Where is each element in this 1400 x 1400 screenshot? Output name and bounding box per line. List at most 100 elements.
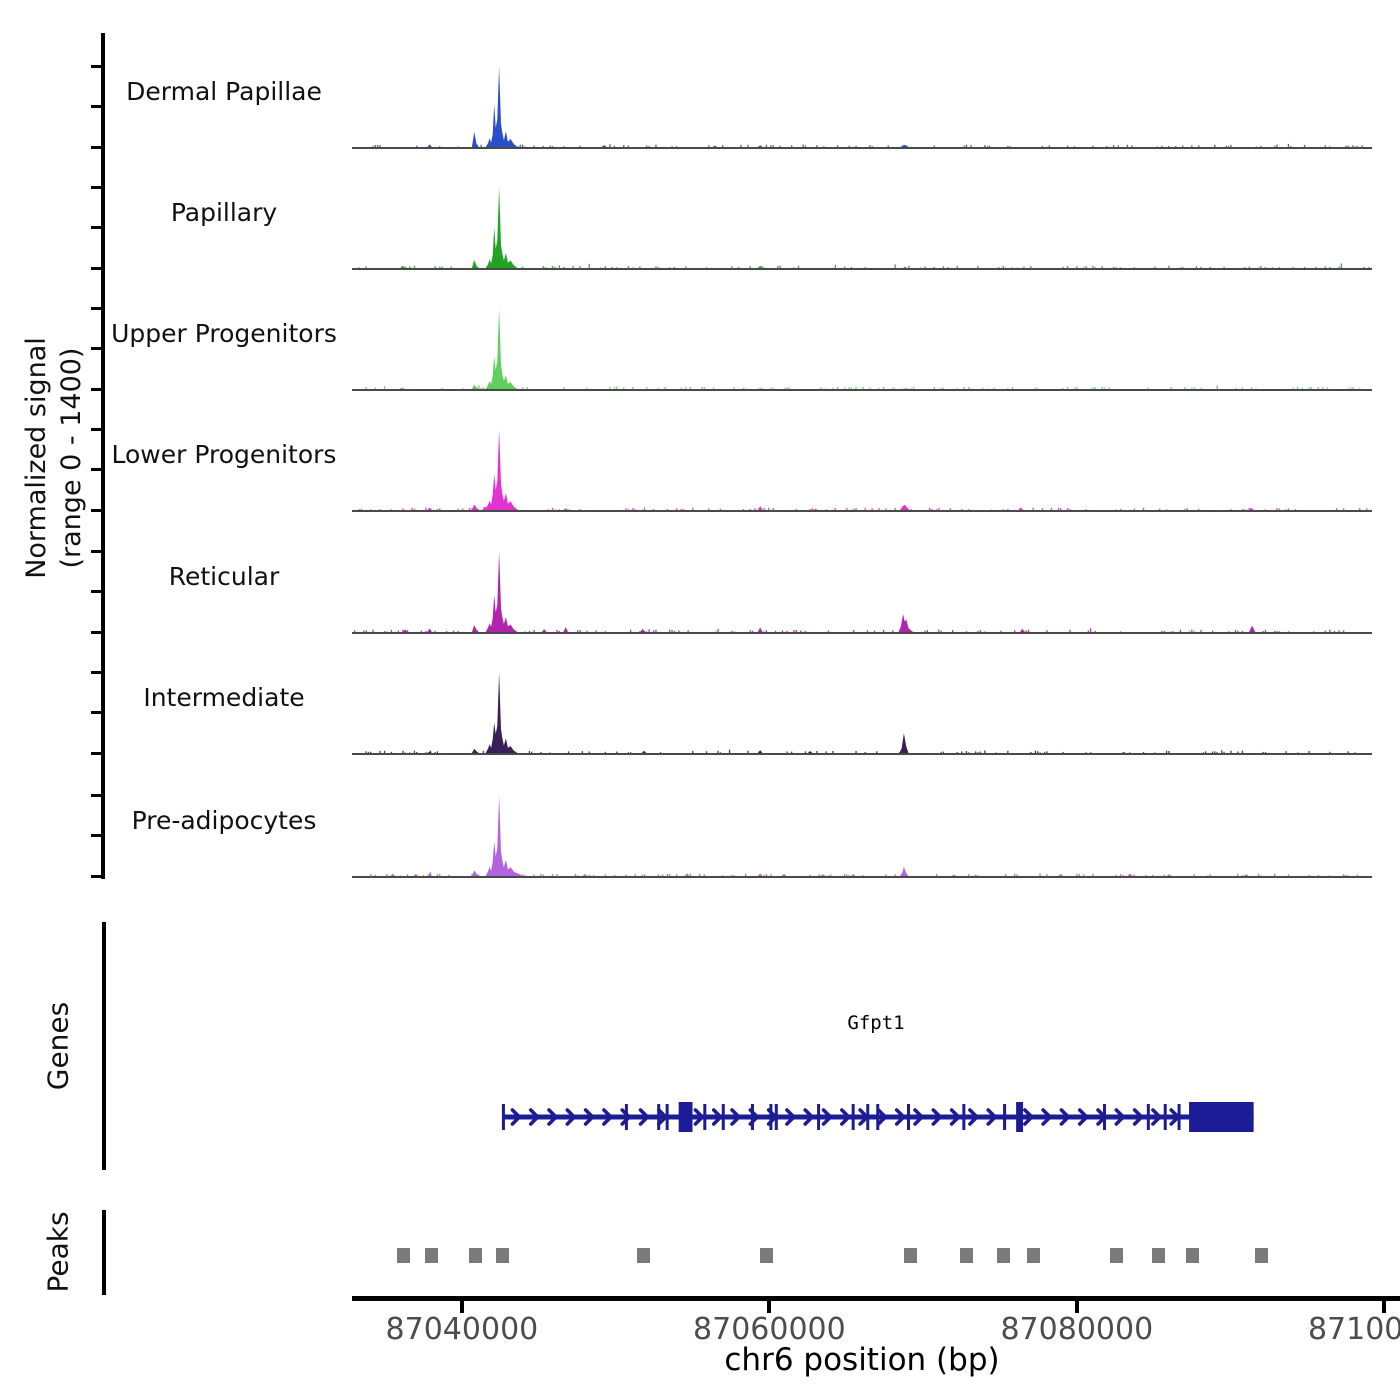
y-axis-tick [91, 306, 103, 310]
signal-path [402, 551, 1256, 632]
signal-noise [906, 387, 908, 389]
signal-noise [485, 508, 487, 510]
signal-noise [963, 387, 965, 389]
signal-noise [862, 875, 864, 876]
signal-noise [1287, 874, 1290, 876]
gene-exon-box [678, 1102, 693, 1132]
signal-noise [1131, 875, 1133, 876]
signal-noise [653, 508, 655, 510]
signal-noise [613, 874, 616, 876]
signal-noise [1345, 874, 1347, 876]
track-baseline [352, 753, 1372, 755]
signal-noise [1292, 387, 1294, 389]
signal-noise [772, 145, 774, 147]
signal-track-dermal-papillae [352, 65, 1372, 147]
signal-noise [1352, 387, 1354, 389]
signal-noise [1025, 630, 1027, 632]
signal-noise [717, 628, 719, 632]
signal-noise [802, 144, 804, 147]
signal-noise [995, 752, 997, 753]
signal-noise [1338, 266, 1340, 268]
signal-noise [641, 874, 643, 876]
signal-noise [781, 630, 784, 632]
track-baseline [352, 268, 1372, 270]
signal-noise [1163, 630, 1165, 632]
signal-noise [979, 629, 981, 632]
signal-noise [556, 874, 558, 876]
signal-noise [510, 386, 512, 389]
signal-noise [765, 874, 767, 876]
signal-noise [1228, 631, 1230, 632]
signal-noise [832, 387, 834, 389]
signal-noise [717, 750, 719, 753]
signal-noise [494, 145, 496, 147]
signal-noise [878, 388, 880, 389]
signal-noise [1057, 507, 1060, 510]
signal-noise [910, 388, 912, 389]
signal-noise [1257, 873, 1260, 876]
signal-noise [1083, 874, 1085, 876]
signal-noise [657, 874, 659, 876]
signal-noise [1241, 387, 1244, 389]
signal-noise [1340, 263, 1342, 268]
signal-noise [379, 750, 381, 753]
signal-noise [386, 631, 388, 632]
signal-noise [1011, 267, 1014, 268]
gene-exon-tick [624, 1104, 628, 1130]
signal-noise [508, 630, 510, 632]
strand-arrow-icon [693, 1108, 705, 1126]
signal-noise [365, 266, 367, 268]
signal-noise [1354, 146, 1356, 147]
signal-noise [768, 507, 770, 510]
signal-noise [791, 145, 793, 147]
signal-noise [1209, 266, 1211, 268]
signal-noise [1069, 629, 1071, 632]
signal-noise [906, 875, 908, 876]
signal-noise [722, 875, 724, 876]
signal-noise [1092, 145, 1094, 147]
signal-noise [425, 752, 427, 753]
signal-noise [475, 873, 478, 876]
signal-noise [1347, 875, 1349, 876]
signal-noise [938, 629, 940, 632]
signal-noise [1009, 146, 1011, 147]
signal-noise [908, 265, 910, 268]
signal-noise [763, 508, 765, 510]
signal-noise [970, 388, 972, 389]
signal-noise [643, 630, 646, 632]
signal-noise [1359, 508, 1361, 510]
y-axis-label-line2: (range 0 - 1400) [56, 347, 87, 569]
signal-noise [765, 144, 767, 147]
signal-noise [687, 630, 689, 632]
signal-noise [1067, 387, 1069, 389]
signal-noise [804, 630, 807, 632]
signal-noise [554, 509, 556, 510]
signal-noise [425, 631, 427, 632]
signal-track-intermediate [352, 671, 1372, 753]
signal-noise [1067, 507, 1069, 510]
signal-noise [630, 629, 632, 632]
signal-noise [367, 751, 370, 753]
signal-noise [855, 508, 857, 510]
signal-noise [1108, 387, 1110, 389]
signal-noise [998, 267, 1000, 268]
signal-noise [521, 387, 524, 389]
signal-noise [1000, 630, 1002, 632]
signal-noise [1324, 145, 1326, 147]
signal-noise [632, 267, 634, 268]
signal-noise [1205, 751, 1207, 753]
signal-noise [820, 875, 823, 876]
track-baseline [352, 632, 1372, 634]
signal-noise [1078, 873, 1080, 876]
signal-noise [616, 386, 618, 389]
signal-noise [673, 267, 675, 268]
signal-noise [961, 508, 963, 510]
signal-noise [680, 508, 682, 510]
strand-arrow-icon [821, 1108, 833, 1126]
signal-noise [855, 751, 857, 753]
signal-noise [365, 630, 367, 632]
signal-noise [406, 630, 409, 632]
signal-noise [558, 265, 560, 268]
signal-noise [1034, 387, 1037, 389]
signal-noise [416, 752, 418, 753]
